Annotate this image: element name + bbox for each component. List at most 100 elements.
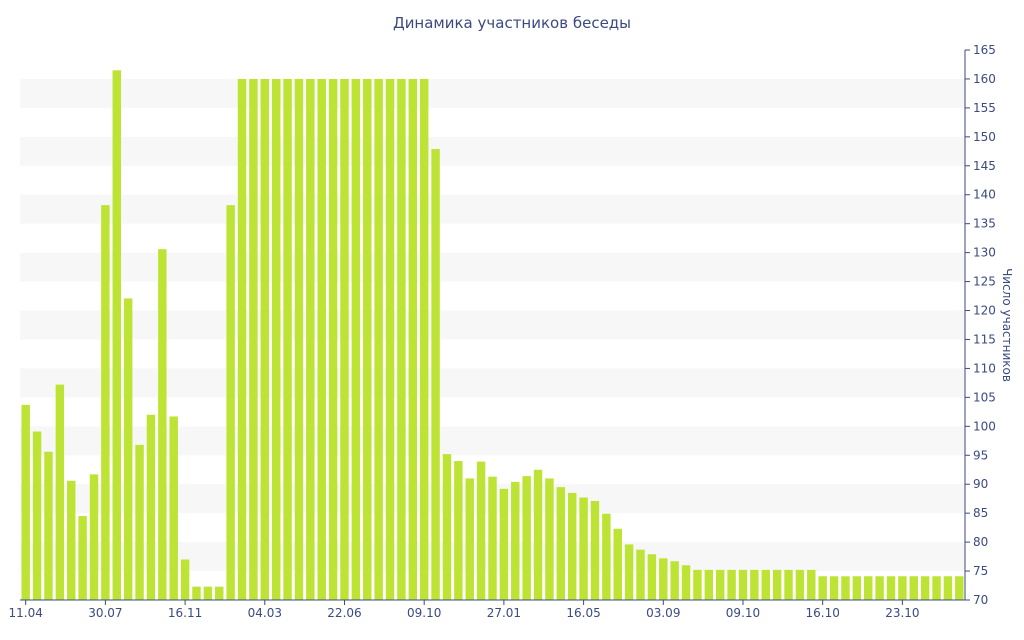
x-tick-label: 09.10 [407, 606, 441, 620]
bar [693, 569, 702, 600]
y-tick-label: 165 [973, 43, 996, 57]
bar [385, 78, 395, 600]
bar [55, 384, 65, 600]
bar [158, 249, 167, 600]
bar [636, 549, 645, 600]
x-tick-label: 03.09 [646, 606, 680, 620]
bar [784, 569, 793, 600]
y-tick-label: 135 [973, 217, 996, 231]
bar [374, 78, 383, 600]
bar [21, 404, 30, 600]
bar [624, 544, 634, 600]
bar [670, 561, 679, 600]
bar [146, 414, 156, 600]
bar [704, 569, 714, 600]
bar [807, 569, 816, 600]
bars [21, 70, 964, 600]
bar [613, 528, 622, 600]
y-tick-label: 130 [973, 246, 996, 260]
bar [328, 78, 338, 600]
bar [602, 513, 611, 600]
bar [932, 576, 941, 600]
bar [533, 469, 543, 600]
x-tick-label: 27.01 [487, 606, 521, 620]
y-tick-label: 125 [973, 275, 996, 289]
bar [260, 78, 270, 600]
y-tick-label: 110 [973, 361, 996, 375]
bar [511, 481, 520, 600]
bar [579, 497, 588, 600]
bar [431, 149, 440, 600]
bar [419, 78, 429, 600]
y-tick-label: 155 [973, 101, 996, 115]
bar [772, 569, 782, 600]
bar [363, 78, 372, 600]
bar [226, 205, 235, 600]
bar [44, 451, 53, 600]
bar [169, 416, 178, 600]
bar [67, 480, 76, 600]
bar [442, 454, 452, 600]
bar [249, 78, 258, 600]
y-axis-label: Число участников [1000, 268, 1014, 382]
grid-band [20, 252, 965, 282]
bar [180, 559, 190, 600]
bar [716, 569, 725, 600]
grid-band [20, 368, 965, 398]
bar [203, 586, 213, 600]
bar [647, 554, 657, 600]
y-tick-label: 95 [973, 448, 988, 462]
bar [408, 78, 418, 600]
bar [590, 501, 600, 600]
bar [123, 298, 133, 600]
bar [750, 569, 759, 600]
bar [78, 516, 87, 600]
y-tick-label: 100 [973, 419, 996, 433]
y-tick-label: 90 [973, 477, 988, 491]
bar [909, 576, 918, 600]
x-tick-label: 23.10 [885, 606, 919, 620]
x-tick-label: 16.05 [566, 606, 600, 620]
bar [761, 569, 770, 600]
bar [864, 576, 873, 600]
bar [32, 431, 42, 600]
bar [681, 565, 691, 600]
bar [465, 478, 474, 600]
x-tick-label: 16.11 [168, 606, 202, 620]
y-tick-label: 70 [973, 593, 988, 607]
bar [351, 78, 361, 600]
bar [192, 586, 201, 600]
x-tick-label: 22.06 [327, 606, 361, 620]
bar [545, 478, 554, 600]
bar [135, 444, 144, 600]
y-tick-label: 145 [973, 159, 996, 173]
bar [101, 205, 110, 600]
bar [476, 461, 486, 600]
bar [943, 576, 953, 600]
bar [920, 576, 930, 600]
y-tick-label: 80 [973, 535, 988, 549]
bar [306, 78, 315, 600]
bar [215, 586, 224, 600]
bar [795, 569, 805, 600]
bar [340, 78, 349, 600]
x-axis-ticks: 11.04 30.07 16.11 04.03 22.06 09.10 27.01 16.05… [9, 600, 920, 620]
bar [886, 576, 896, 600]
bar [841, 576, 850, 600]
bar [397, 78, 406, 600]
bar [567, 492, 577, 600]
grid-bands [20, 78, 965, 572]
bar [283, 78, 292, 600]
bar [271, 78, 281, 600]
bar [875, 576, 884, 600]
grid-band [20, 136, 965, 166]
x-tick-label: 16.10 [806, 606, 840, 620]
bar [237, 78, 247, 600]
bar [112, 70, 121, 600]
y-tick-label: 115 [973, 332, 996, 346]
bar [89, 474, 99, 600]
grid-band [20, 194, 965, 224]
bar [488, 476, 497, 600]
bar [852, 576, 862, 600]
x-tick-label: 30.07 [88, 606, 122, 620]
